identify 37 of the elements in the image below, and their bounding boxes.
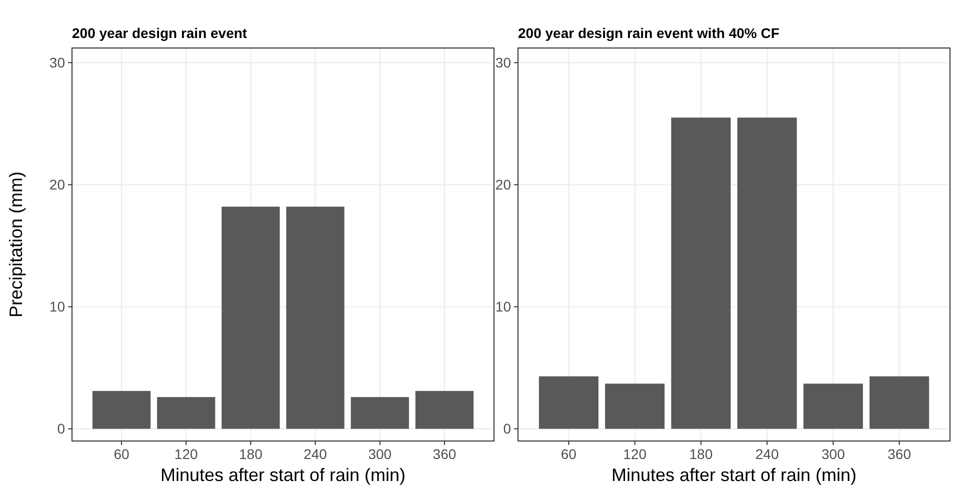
bar — [605, 384, 665, 429]
x-tick-label: 240 — [755, 446, 779, 462]
x-tick-label: 120 — [174, 446, 198, 462]
chart-title: 200 year design rain event with 40% CF — [518, 25, 780, 41]
chart-title: 200 year design rain event — [72, 25, 248, 41]
y-tick-label: 0 — [57, 420, 66, 437]
y-axis-title: Precipitation (mm) — [6, 171, 26, 318]
x-tick-label: 180 — [689, 446, 713, 462]
bar — [350, 397, 409, 429]
bar — [222, 206, 280, 429]
y-tick-label: 20 — [495, 176, 512, 193]
x-tick-label: 60 — [560, 446, 577, 462]
x-tick-label: 300 — [368, 446, 392, 462]
x-axis-title: Minutes after start of rain (min) — [160, 465, 406, 485]
bar — [286, 206, 344, 429]
y-tick-label: 10 — [495, 298, 512, 315]
x-tick-label: 360 — [888, 446, 912, 462]
x-tick-label: 60 — [114, 446, 130, 462]
bar — [538, 376, 598, 429]
bar — [92, 390, 151, 429]
x-tick-label: 180 — [239, 446, 263, 462]
bar — [870, 376, 930, 429]
bar — [415, 390, 474, 429]
bar — [157, 397, 216, 429]
x-tick-label: 240 — [304, 446, 328, 462]
bar — [803, 384, 863, 429]
y-tick-label: 10 — [49, 298, 66, 315]
bar — [737, 118, 797, 429]
y-tick-label: 20 — [49, 176, 66, 193]
y-tick-label: 30 — [495, 54, 512, 71]
bar — [671, 118, 731, 429]
y-tick-label: 30 — [49, 54, 66, 71]
y-tick-label: 0 — [503, 420, 512, 437]
x-tick-label: 120 — [623, 446, 647, 462]
x-tick-label: 360 — [432, 446, 456, 462]
x-axis-title: Minutes after start of rain (min) — [611, 465, 857, 485]
x-tick-label: 300 — [822, 446, 846, 462]
